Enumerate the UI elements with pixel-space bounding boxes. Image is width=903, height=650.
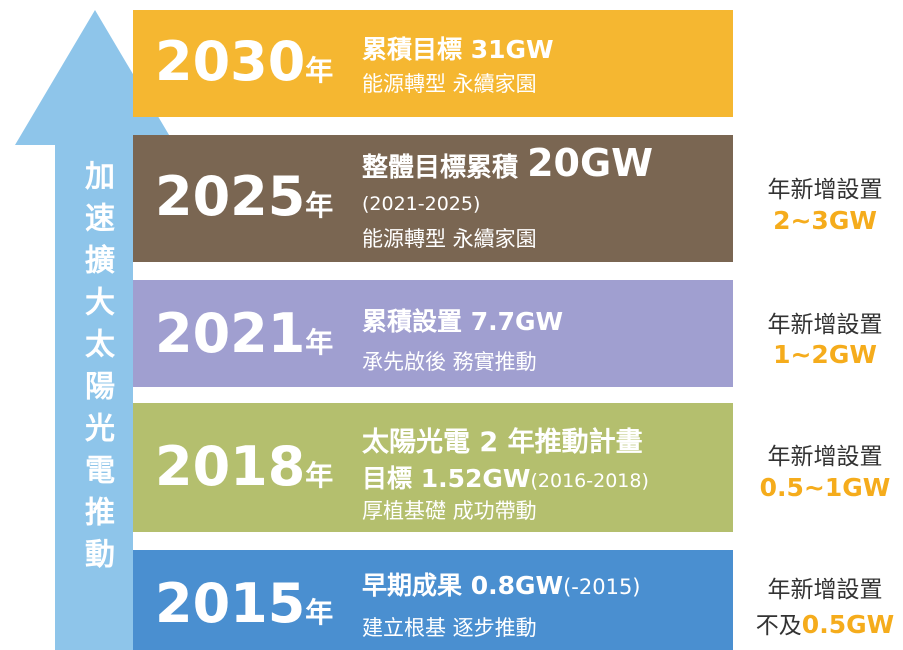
year: 2025 bbox=[155, 165, 306, 228]
line: 承先啟後 務實推動 bbox=[362, 350, 537, 374]
band-2018: 2018年 太陽光電 2 年推動計畫 目標 1.52GW(2016-2018) … bbox=[133, 403, 733, 532]
text: 20GW bbox=[527, 141, 654, 185]
band-2030: 2030年 累積目標 31GW 能源轉型 永續家園 bbox=[133, 10, 733, 117]
line: 累積設置 7.7GW bbox=[362, 307, 564, 336]
line: (2021-2025) bbox=[362, 193, 481, 215]
year: 2018 bbox=[155, 435, 306, 498]
text: (-2015) bbox=[563, 575, 641, 599]
annual-label: 年新增設置 bbox=[767, 177, 883, 203]
text: 不及 bbox=[755, 613, 802, 639]
band-2025: 2025年 整體目標累積 20GW (2021-2025) 能源轉型 永續家園 bbox=[133, 135, 733, 262]
arrow-shape bbox=[15, 10, 175, 650]
annual-label: 年新增設置 bbox=[767, 577, 883, 603]
annual-label: 年新增設置 bbox=[767, 312, 883, 338]
annual-value: 不及0.5GW bbox=[745, 606, 903, 640]
line: 太陽光電 2 年推動計畫 bbox=[362, 427, 643, 458]
year: 2030 bbox=[155, 30, 306, 93]
line: 目標 1.52GW(2016-2018) bbox=[362, 459, 649, 495]
annual-value: 0.5~1GW bbox=[759, 473, 891, 502]
annual-value: 1~2GW bbox=[773, 340, 877, 369]
text: 目標 1.52GW bbox=[362, 464, 531, 493]
arrow-text: 加速擴大太陽光電推動 bbox=[79, 160, 114, 580]
line: 厚植基礎 成功帶動 bbox=[362, 499, 537, 523]
line: 能源轉型 永續家園 bbox=[362, 72, 537, 96]
line: 建立根基 逐步推動 bbox=[362, 616, 537, 640]
year: 2015 bbox=[155, 572, 306, 635]
year-suffix: 年 bbox=[305, 54, 334, 87]
text: 早期成果 0.8GW bbox=[362, 571, 564, 600]
line: 整體目標累積 20GW bbox=[362, 141, 653, 185]
year-suffix: 年 bbox=[305, 459, 334, 492]
line: 能源轉型 永續家園 bbox=[362, 227, 537, 251]
line: 累積目標 31GW bbox=[362, 35, 554, 64]
year: 2021 bbox=[155, 302, 306, 365]
year-suffix: 年 bbox=[305, 189, 334, 222]
year-suffix: 年 bbox=[305, 326, 334, 359]
text: 整體目標累積 bbox=[362, 153, 528, 183]
band-2015: 2015年 早期成果 0.8GW(-2015) 建立根基 逐步推動 bbox=[133, 550, 733, 650]
line: 早期成果 0.8GW(-2015) bbox=[362, 566, 641, 602]
annual-label: 年新增設置 bbox=[767, 444, 883, 470]
band-2021: 2021年 累積設置 7.7GW 承先啟後 務實推動 bbox=[133, 280, 733, 387]
text: 0.5GW bbox=[801, 610, 895, 639]
text: (2016-2018) bbox=[530, 470, 649, 492]
year-suffix: 年 bbox=[305, 596, 334, 629]
annual-value: 2~3GW bbox=[773, 206, 877, 235]
